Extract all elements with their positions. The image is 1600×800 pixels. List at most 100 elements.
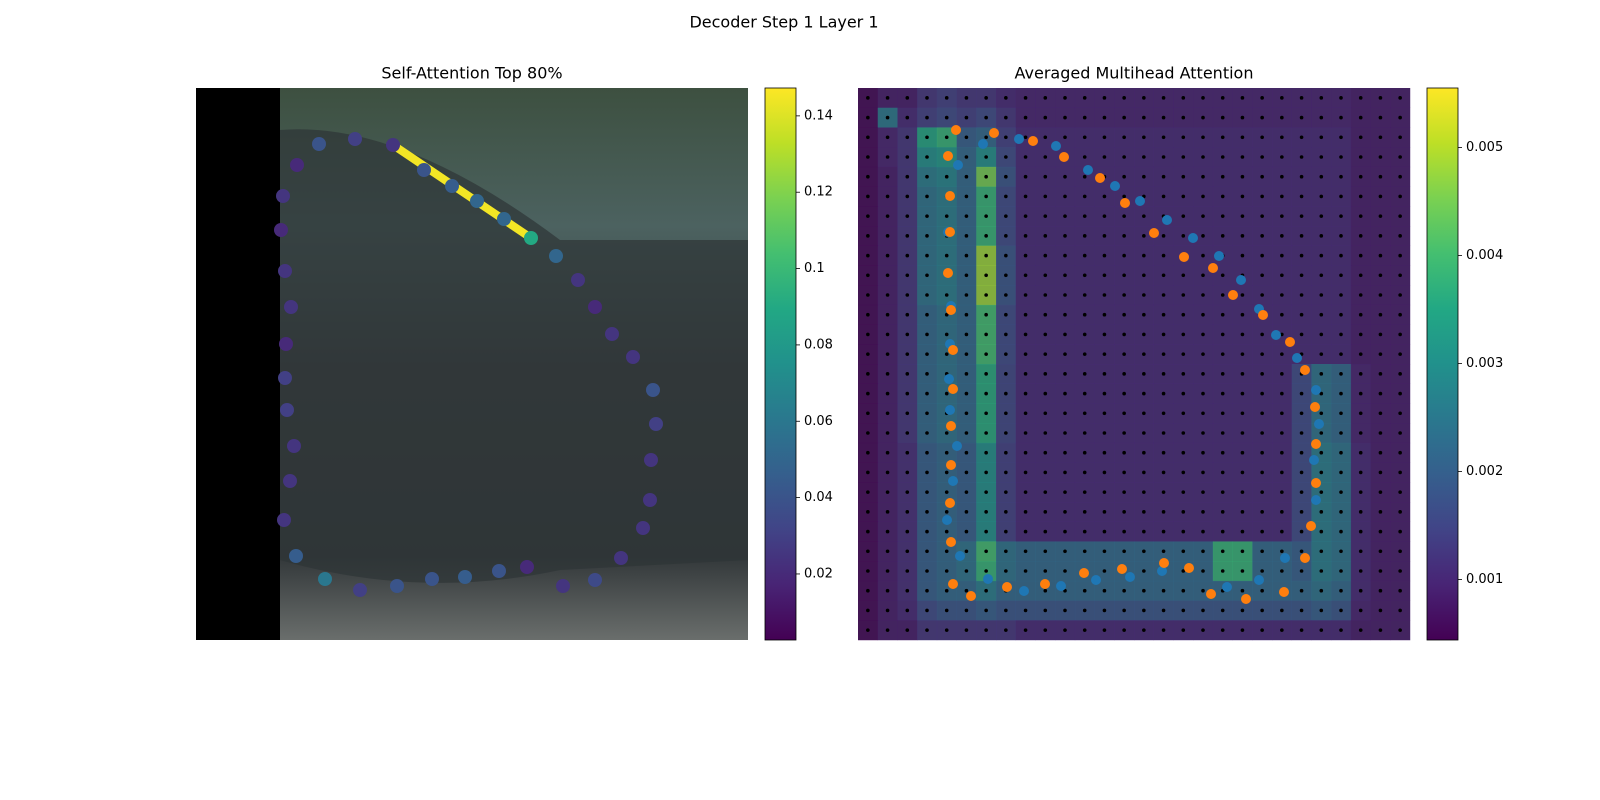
reference-dot <box>1004 628 1008 632</box>
reference-dot <box>1122 490 1126 494</box>
reference-dot <box>1378 174 1383 179</box>
reference-dot <box>905 569 910 573</box>
reference-dot <box>866 115 870 120</box>
reference-dot <box>1398 273 1402 278</box>
reference-dot <box>1358 273 1363 278</box>
reference-dot <box>1339 470 1343 475</box>
reference-dot <box>964 411 969 416</box>
reference-dot <box>1063 470 1067 475</box>
reference-dot <box>964 96 969 100</box>
point <box>274 223 288 237</box>
point <box>520 560 534 574</box>
point <box>287 439 301 453</box>
reference-dot <box>1082 411 1087 416</box>
reference-dot <box>944 253 949 258</box>
reference-dot <box>1201 174 1205 179</box>
reference-dot <box>1220 510 1225 514</box>
point <box>605 327 619 341</box>
point <box>1051 141 1061 151</box>
point <box>1056 581 1066 591</box>
reference-dot <box>1339 155 1343 159</box>
reference-dot <box>1319 96 1324 100</box>
reference-dot <box>925 352 929 356</box>
colorbar-tick-label: 0.04 <box>804 490 833 505</box>
reference-dot <box>1260 549 1264 554</box>
reference-dot <box>1220 411 1225 416</box>
reference-dot <box>885 510 890 514</box>
reference-dot <box>1161 352 1166 356</box>
reference-dot <box>964 372 969 376</box>
reference-dot <box>1299 490 1304 494</box>
reference-dot <box>905 470 910 475</box>
reference-dot <box>1122 312 1126 317</box>
reference-dot <box>1102 352 1107 356</box>
reference-dot <box>1063 510 1067 514</box>
reference-dot <box>1280 510 1284 514</box>
reference-dot <box>984 588 988 593</box>
reference-dot <box>1260 253 1264 258</box>
reference-dot <box>885 312 890 317</box>
reference-dot <box>1181 155 1186 159</box>
reference-dot <box>866 628 870 632</box>
reference-dot <box>1280 411 1284 416</box>
reference-dot <box>1240 411 1245 416</box>
reference-dot <box>1082 214 1087 218</box>
reference-dot <box>1378 431 1383 435</box>
reference-dot <box>1398 450 1402 455</box>
reference-dot <box>1161 588 1166 593</box>
reference-dot <box>1043 569 1048 573</box>
reference-dot <box>1122 529 1126 534</box>
reference-dot <box>1161 312 1166 317</box>
reference-dot <box>964 253 969 258</box>
reference-dot <box>1299 273 1304 278</box>
reference-dot <box>964 529 969 534</box>
reference-dot <box>1299 115 1304 120</box>
point <box>1188 233 1198 243</box>
reference-dot <box>1004 312 1008 317</box>
reference-dot <box>1319 411 1324 416</box>
reference-dot <box>925 96 929 100</box>
reference-dot <box>1043 450 1048 455</box>
reference-dot <box>1122 332 1126 337</box>
reference-dot <box>1043 312 1048 317</box>
reference-dot <box>1240 588 1245 593</box>
point <box>1271 330 1281 340</box>
reference-dot <box>866 411 870 416</box>
reference-dot <box>1299 293 1304 297</box>
reference-dot <box>1201 372 1205 376</box>
reference-dot <box>1358 194 1363 199</box>
reference-dot <box>885 115 890 120</box>
reference-dot <box>1181 490 1186 494</box>
reference-dot <box>885 293 890 297</box>
reference-dot <box>1161 510 1166 514</box>
reference-dot <box>1358 352 1363 356</box>
point <box>955 551 965 561</box>
reference-dot <box>1358 608 1363 613</box>
reference-dot <box>925 470 929 475</box>
point <box>1179 252 1189 262</box>
reference-dot <box>1142 115 1146 120</box>
reference-dot <box>1082 529 1087 534</box>
reference-dot <box>1260 490 1264 494</box>
reference-dot <box>1063 115 1067 120</box>
reference-dot <box>1102 115 1107 120</box>
reference-dot <box>885 470 890 475</box>
reference-dot <box>1378 115 1383 120</box>
reference-dot <box>1280 450 1284 455</box>
point <box>312 137 326 151</box>
reference-dot <box>1122 253 1126 258</box>
reference-dot <box>1161 135 1166 140</box>
reference-dot <box>1023 628 1028 632</box>
reference-dot <box>1378 135 1383 140</box>
reference-dot <box>1023 332 1028 337</box>
reference-dot <box>885 174 890 179</box>
point <box>571 273 585 287</box>
reference-dot <box>1201 332 1205 337</box>
reference-dot <box>866 174 870 179</box>
reference-dot <box>1004 352 1008 356</box>
reference-dot <box>866 332 870 337</box>
reference-dot <box>1023 490 1028 494</box>
reference-dot <box>1082 194 1087 199</box>
reference-dot <box>1319 312 1324 317</box>
reference-dot <box>964 293 969 297</box>
